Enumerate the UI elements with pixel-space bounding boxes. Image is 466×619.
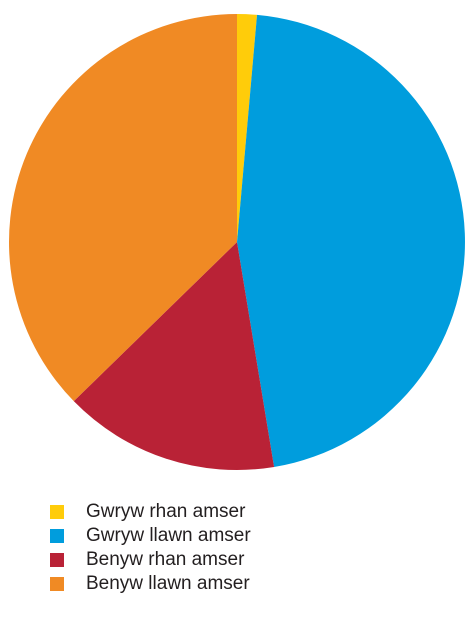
legend-swatch <box>50 553 64 567</box>
legend-item-2: Gwryw llawn amser <box>50 524 251 548</box>
legend-swatch <box>50 529 64 543</box>
pie-slices <box>9 13 465 470</box>
legend-label: Gwryw rhan amser <box>86 501 246 522</box>
legend-swatch <box>50 577 64 591</box>
legend-swatch <box>50 505 64 519</box>
legend-label: Benyw rhan amser <box>86 549 245 570</box>
pie-slice-1 <box>237 13 258 242</box>
legend-label: Gwryw llawn amser <box>86 525 251 546</box>
pie-chart <box>9 13 465 470</box>
pie-slice-3 <box>73 242 275 470</box>
pie-slice-2 <box>237 14 465 467</box>
pie-slice-4 <box>9 14 238 402</box>
legend-item-1: Gwryw rhan amser <box>50 500 251 524</box>
legend-label: Benyw llawn amser <box>86 573 250 594</box>
legend-item-3: Benyw rhan amser <box>50 548 251 572</box>
legend-item-4: Benyw llawn amser <box>50 572 251 596</box>
chart-legend: Gwryw rhan amser Gwryw llawn amser Benyw r… <box>50 500 251 596</box>
